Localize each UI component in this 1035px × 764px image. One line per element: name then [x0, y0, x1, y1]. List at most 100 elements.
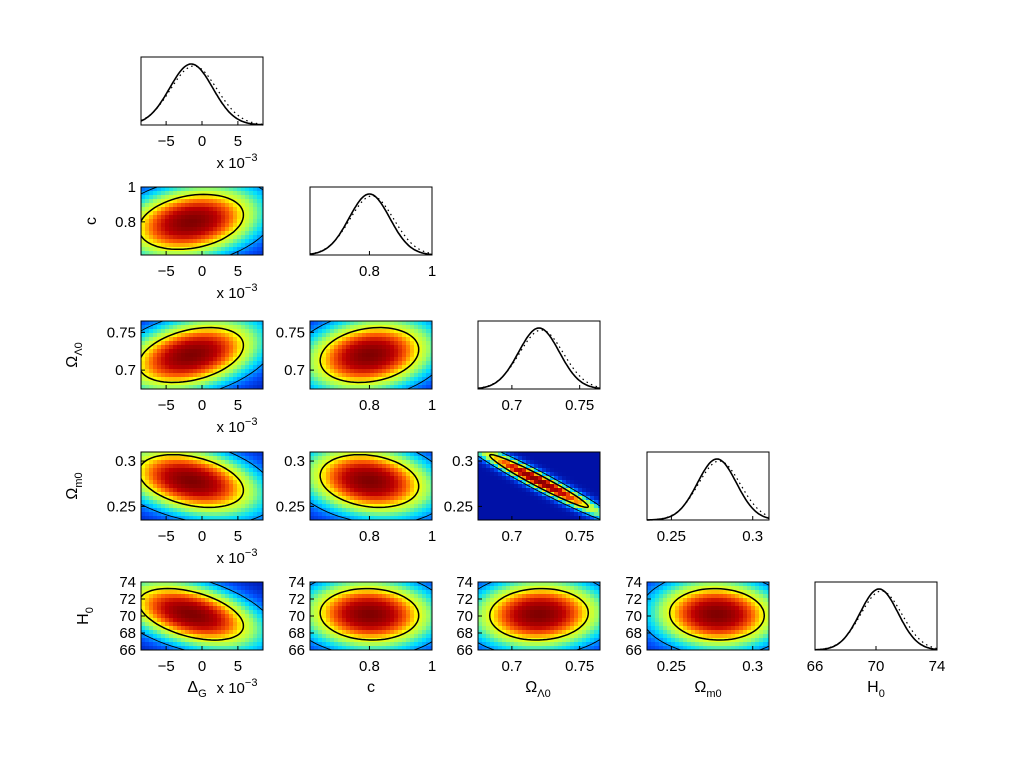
density-cell — [426, 464, 431, 469]
density-cell — [402, 357, 407, 362]
density-cell — [197, 468, 202, 473]
density-cell — [157, 341, 162, 346]
density-cell — [314, 476, 319, 481]
density-cell — [145, 227, 150, 232]
density-cell — [153, 590, 158, 595]
density-cell — [382, 373, 387, 378]
density-cell — [249, 199, 254, 204]
density-cell — [141, 488, 146, 493]
density-cell — [406, 321, 411, 326]
density-cell — [257, 614, 262, 619]
density-cell — [161, 512, 166, 517]
density-cell — [153, 369, 158, 374]
density-cell — [145, 626, 150, 631]
density-cell — [578, 646, 583, 650]
density-cell — [141, 634, 146, 639]
density-cell — [149, 223, 154, 228]
density-cell — [338, 642, 343, 647]
density-cell — [185, 381, 190, 386]
density-cell — [562, 594, 567, 599]
density-cell — [342, 341, 347, 346]
density-cell — [378, 634, 383, 639]
density-cell — [217, 646, 222, 650]
density-cell — [410, 337, 415, 342]
density-cell — [169, 341, 174, 346]
density-cell — [245, 349, 250, 354]
density-cell — [326, 500, 331, 505]
density-cell — [342, 630, 347, 635]
density-cell — [209, 626, 214, 631]
y-tick-label: 68 — [119, 625, 136, 642]
density-cell — [141, 618, 146, 623]
density-cell — [554, 582, 559, 587]
density-cell — [418, 337, 423, 342]
density-cell — [141, 251, 146, 255]
density-cell — [358, 321, 363, 326]
density-cell — [494, 472, 499, 477]
density-cell — [153, 223, 158, 228]
density-cell — [261, 369, 263, 374]
density-cell — [574, 586, 579, 591]
density-cell — [542, 472, 547, 477]
density-cell — [382, 646, 387, 650]
density-cell — [374, 476, 379, 481]
density-cell — [338, 365, 343, 370]
density-cell — [149, 333, 154, 338]
density-cell — [237, 251, 242, 255]
density-cell — [330, 598, 335, 603]
density-cell — [209, 488, 214, 493]
density-cell — [209, 219, 214, 224]
density-cell — [149, 586, 154, 591]
density-cell — [253, 512, 258, 517]
density-cell — [382, 492, 387, 497]
density-cell — [213, 191, 218, 196]
density-cell — [173, 223, 178, 228]
y-tick-label: 0.25 — [276, 498, 305, 515]
density-cell — [221, 512, 226, 517]
density-cell — [402, 361, 407, 366]
density-cell — [145, 215, 150, 220]
density-cell — [237, 452, 242, 457]
density-cell — [430, 337, 432, 342]
density-cell — [490, 500, 495, 505]
density-cell — [193, 610, 198, 615]
density-cell — [374, 504, 379, 509]
density-cell — [173, 349, 178, 354]
density-cell — [482, 622, 487, 627]
density-cell — [514, 452, 519, 457]
density-cell — [225, 345, 230, 350]
density-cell — [189, 480, 194, 485]
density-cell — [494, 496, 499, 501]
density-cell — [197, 345, 202, 350]
density-cell — [534, 460, 539, 465]
density-cell — [358, 385, 363, 389]
density-cell — [338, 385, 343, 389]
density-cell — [430, 634, 432, 639]
density-cell — [346, 504, 351, 509]
density-cell — [426, 488, 431, 493]
density-cell — [233, 385, 238, 389]
density-cell — [177, 215, 182, 220]
density-cell — [197, 381, 202, 386]
density-cell — [374, 361, 379, 366]
density-cell — [546, 512, 551, 517]
density-cell — [149, 512, 154, 517]
density-cell — [145, 349, 150, 354]
density-cell — [554, 614, 559, 619]
density-cell — [366, 385, 371, 389]
density-cell — [482, 602, 487, 607]
density-cell — [350, 365, 355, 370]
density-cell — [185, 235, 190, 240]
density-cell — [398, 468, 403, 473]
density-cell — [398, 586, 403, 591]
density-cell — [526, 606, 531, 611]
density-cell — [534, 646, 539, 650]
density-cell — [346, 638, 351, 643]
density-cell — [209, 235, 214, 240]
density-cell — [161, 341, 166, 346]
density-cell — [586, 602, 591, 607]
density-cell — [346, 468, 351, 473]
density-cell — [229, 373, 234, 378]
density-cell — [366, 610, 371, 615]
density-cell — [338, 594, 343, 599]
